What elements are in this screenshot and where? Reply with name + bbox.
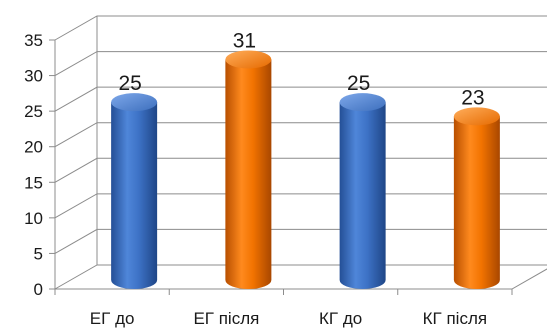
bar-top — [111, 93, 158, 112]
bar-1 — [111, 93, 158, 290]
bar-2 — [225, 50, 272, 290]
y-tick-label: 0 — [34, 280, 43, 299]
bar-3 — [339, 93, 386, 289]
gridline — [54, 15, 547, 41]
bar-top — [453, 107, 500, 126]
y-tick-label: 15 — [24, 173, 43, 192]
bar-4 — [453, 107, 500, 289]
axes — [49, 16, 547, 295]
y-tick-label: 30 — [24, 67, 43, 86]
y-tick-label: 10 — [24, 209, 43, 228]
data-labels: 25 31 25 23 — [118, 29, 484, 109]
y-tick-label: 35 — [24, 31, 43, 50]
category-label: КГ після — [423, 309, 487, 328]
y-tick-labels: 0 5 10 15 20 25 30 35 — [24, 31, 43, 299]
category-label: ЕГ після — [193, 309, 259, 328]
bar-top — [225, 50, 272, 69]
bar-body — [339, 102, 386, 289]
bar-body — [453, 116, 500, 289]
category-label: КГ до — [319, 309, 362, 328]
data-label: 25 — [347, 72, 370, 95]
y-tick-label: 5 — [34, 244, 43, 263]
bar-body — [111, 102, 158, 290]
category-label: ЕГ до — [90, 309, 135, 328]
data-label: 31 — [233, 29, 256, 52]
y-tick-label: 25 — [24, 102, 43, 121]
bar-body — [225, 59, 272, 290]
bar-top — [339, 93, 386, 112]
data-label: 23 — [461, 86, 484, 109]
bars — [111, 50, 500, 290]
y-tick-label: 20 — [24, 138, 43, 157]
data-label: 25 — [118, 72, 141, 95]
category-labels: ЕГ до ЕГ після КГ до КГ після — [90, 309, 487, 328]
